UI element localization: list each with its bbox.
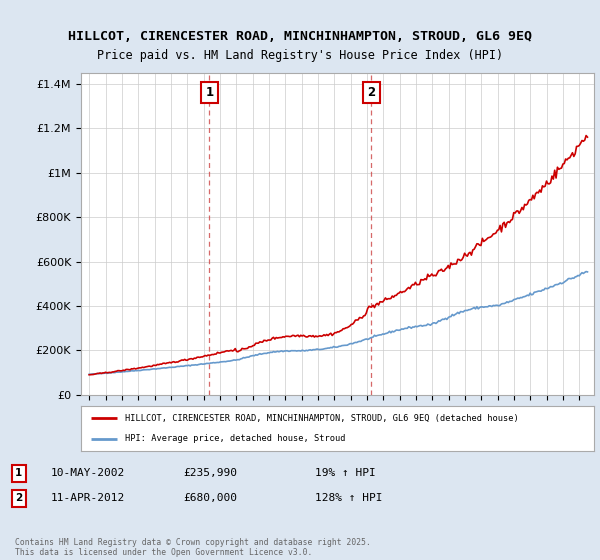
Text: 10-MAY-2002: 10-MAY-2002 [51,468,125,478]
Text: 19% ↑ HPI: 19% ↑ HPI [315,468,376,478]
Text: 128% ↑ HPI: 128% ↑ HPI [315,493,383,503]
Text: Price paid vs. HM Land Registry's House Price Index (HPI): Price paid vs. HM Land Registry's House … [97,49,503,63]
Text: £680,000: £680,000 [183,493,237,503]
Text: 1: 1 [15,468,22,478]
Text: HILLCOT, CIRENCESTER ROAD, MINCHINHAMPTON, STROUD, GL6 9EQ (detached house): HILLCOT, CIRENCESTER ROAD, MINCHINHAMPTO… [125,414,518,423]
Text: £235,990: £235,990 [183,468,237,478]
Text: 11-APR-2012: 11-APR-2012 [51,493,125,503]
Text: 2: 2 [15,493,22,503]
Text: HILLCOT, CIRENCESTER ROAD, MINCHINHAMPTON, STROUD, GL6 9EQ: HILLCOT, CIRENCESTER ROAD, MINCHINHAMPTO… [68,30,532,43]
Text: 2: 2 [367,86,376,99]
Text: Contains HM Land Registry data © Crown copyright and database right 2025.
This d: Contains HM Land Registry data © Crown c… [15,538,371,557]
Text: 1: 1 [205,86,214,99]
Text: HPI: Average price, detached house, Stroud: HPI: Average price, detached house, Stro… [125,434,345,443]
